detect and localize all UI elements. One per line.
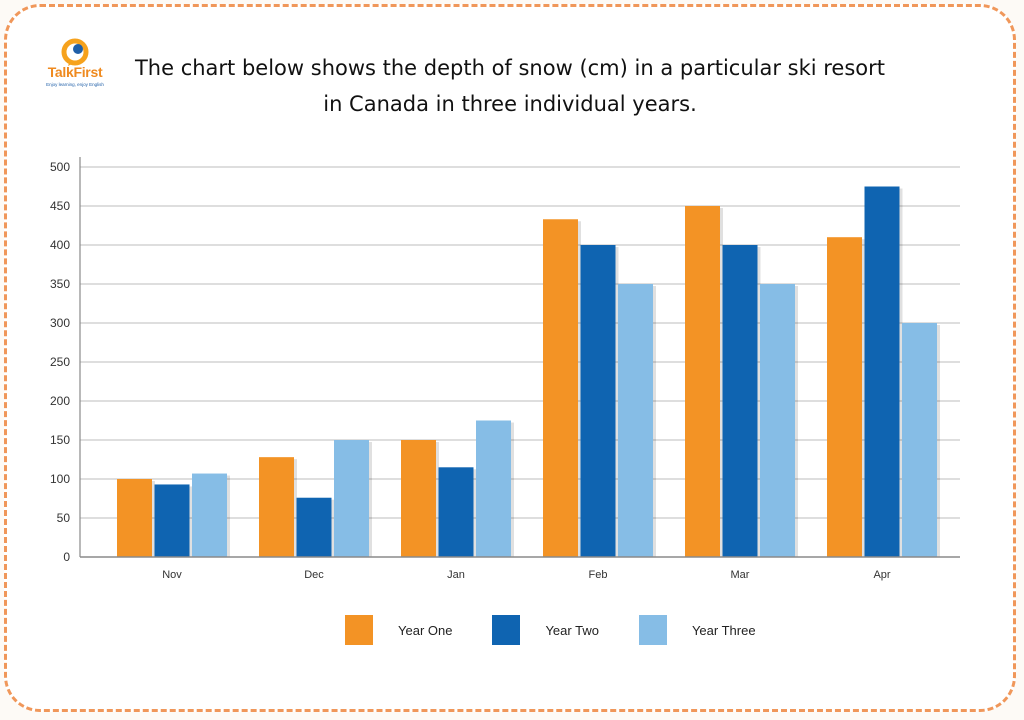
legend-swatch-year-three bbox=[638, 615, 667, 645]
chart-title: The chart below shows the depth of snow … bbox=[120, 50, 900, 122]
legend-item-year-three: Year Three bbox=[638, 615, 756, 645]
legend-swatch-year-two bbox=[492, 615, 521, 645]
legend-swatch-year-one bbox=[345, 615, 373, 645]
bar-apr-year-three bbox=[902, 323, 937, 557]
y-tick-label-450: 450 bbox=[50, 199, 70, 213]
bar-mar-year-three bbox=[760, 284, 795, 557]
bar-apr-year-two bbox=[864, 186, 900, 557]
bar-mar-year-two bbox=[722, 245, 758, 557]
bar-mar-year-one bbox=[685, 206, 720, 557]
x-tick-label-mar: Mar bbox=[731, 569, 750, 581]
bar-jan-year-three bbox=[476, 420, 511, 557]
bar-nov-year-one bbox=[117, 479, 152, 557]
bar-jan-year-two bbox=[438, 467, 474, 557]
y-tick-label-200: 200 bbox=[50, 394, 70, 408]
bar-feb-year-two bbox=[580, 245, 616, 557]
bar-dec-year-three bbox=[334, 440, 369, 557]
axis-layer: 0 50 100 150 200 250 300 350 400 450 500 Nov Dec Jan F… bbox=[50, 157, 960, 581]
x-tick-label-dec: Dec bbox=[304, 569, 324, 581]
y-tick-label-50: 50 bbox=[57, 511, 71, 525]
x-tick-label-feb: Feb bbox=[589, 569, 608, 581]
legend-label-year-one: Year One bbox=[398, 622, 453, 638]
y-tick-label-300: 300 bbox=[50, 316, 70, 330]
talkfirst-logo: TalkFirst Enjoy learning, enjoy English bbox=[40, 38, 110, 94]
bar-dec-year-one bbox=[259, 457, 294, 557]
bar-feb-year-one bbox=[543, 219, 578, 557]
chart-title-line-2: in Canada in three individual years. bbox=[323, 92, 697, 116]
speech-bubble-icon bbox=[61, 38, 89, 66]
bar-nov-year-two bbox=[154, 484, 190, 557]
legend-label-year-two: Year Two bbox=[545, 622, 599, 638]
legend-item-year-one: Year One bbox=[345, 615, 452, 645]
legend-label-year-three: Year Three bbox=[691, 622, 756, 638]
bar-feb-year-three bbox=[618, 284, 653, 557]
chart-title-line-1: The chart below shows the depth of snow … bbox=[134, 56, 886, 80]
bar-dec-year-two bbox=[296, 497, 332, 557]
y-tick-label-350: 350 bbox=[50, 277, 70, 291]
x-tick-label-apr: Apr bbox=[873, 569, 890, 581]
legend-item-year-two: Year Two bbox=[492, 615, 599, 645]
grid-layer bbox=[80, 166, 960, 519]
brand-name: TalkFirst bbox=[47, 64, 103, 80]
x-tick-label-jan: Jan bbox=[447, 569, 465, 581]
y-tick-label-0: 0 bbox=[63, 550, 70, 564]
brand-tagline: Enjoy learning, enjoy English bbox=[46, 82, 104, 87]
x-tick-label-nov: Nov bbox=[162, 569, 182, 581]
legend: Year One Year Two Year Three bbox=[345, 615, 796, 645]
y-tick-label-100: 100 bbox=[50, 472, 70, 486]
y-tick-label-150: 150 bbox=[50, 433, 70, 447]
bar-jan-year-one bbox=[401, 440, 436, 557]
y-tick-label-250: 250 bbox=[50, 355, 70, 369]
bar-nov-year-three bbox=[192, 473, 227, 557]
y-tick-label-400: 400 bbox=[50, 238, 70, 252]
bar-layer bbox=[117, 186, 940, 557]
bar-apr-year-one bbox=[827, 237, 862, 557]
y-tick-label-500: 500 bbox=[50, 160, 70, 174]
